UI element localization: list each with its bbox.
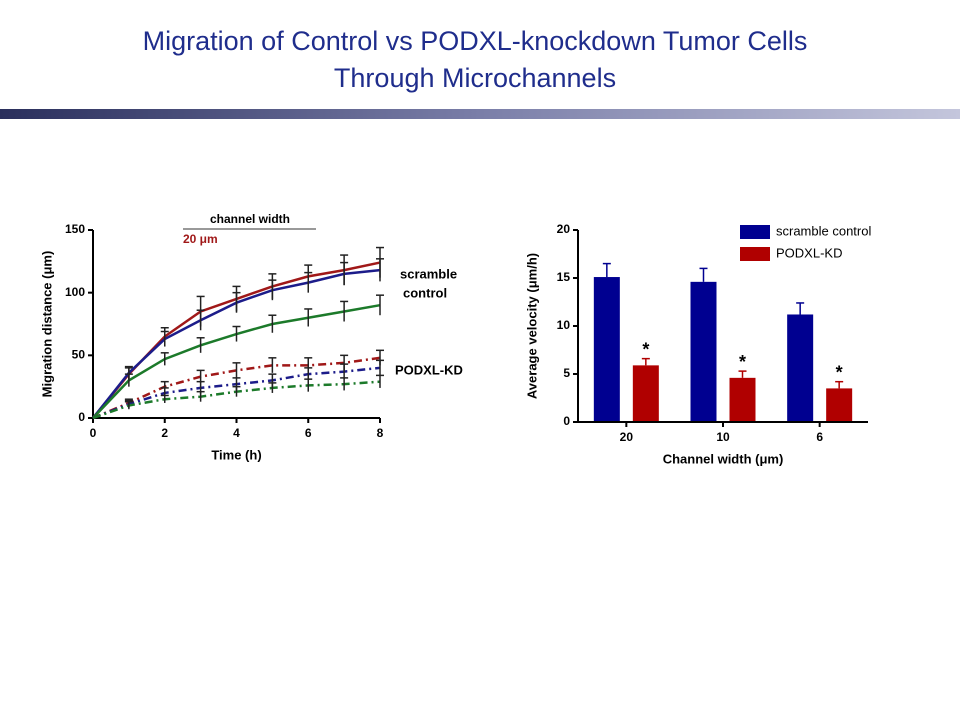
legend-label: PODXL-KD: [776, 245, 842, 260]
bar: [593, 277, 620, 422]
y-tick-label: 15: [557, 270, 571, 284]
x-tick-label: 10: [716, 430, 730, 444]
y-tick-label: 50: [72, 348, 86, 362]
legend-swatch: [740, 247, 770, 261]
x-tick-label: 2: [161, 426, 168, 440]
y-tick-label: 10: [557, 318, 571, 332]
x-tick-label: 6: [305, 426, 312, 440]
legend-label: scramble control: [776, 223, 871, 238]
bar: [826, 388, 853, 422]
y-tick-label: 20: [557, 222, 571, 236]
y-tick-label: 5: [563, 366, 570, 380]
bar: [729, 377, 756, 422]
y-tick-label: 0: [78, 410, 85, 424]
x-tick-label: 6: [816, 430, 823, 444]
annotation: scramble: [400, 266, 457, 281]
y-tick-label: 100: [65, 285, 85, 299]
legend-swatch: [740, 225, 770, 239]
x-axis-label: Channel width (μm): [663, 451, 784, 466]
x-tick-label: 0: [90, 426, 97, 440]
y-tick-label: 150: [65, 222, 85, 236]
x-tick-label: 20: [620, 430, 634, 444]
x-tick-label: 8: [377, 426, 384, 440]
slide-title: Migration of Control vs PODXL-knockdown …: [143, 26, 808, 56]
significance-marker: *: [739, 352, 746, 372]
annotation: channel width: [210, 212, 290, 226]
bar: [632, 365, 659, 422]
significance-marker: *: [642, 339, 649, 359]
annotation: PODXL-KD: [395, 362, 463, 377]
bar: [787, 314, 814, 422]
slide-title: Through Microchannels: [334, 63, 616, 93]
annotation: control: [403, 285, 447, 300]
y-axis-label: Average velocity (μm/h): [524, 253, 539, 399]
header-band: [0, 109, 960, 119]
bar: [690, 281, 717, 422]
y-axis-label: Migration distance (μm): [39, 251, 54, 398]
significance-marker: *: [836, 362, 843, 382]
x-axis-label: Time (h): [211, 447, 261, 462]
annotation: 20 μm: [183, 232, 218, 246]
y-tick-label: 0: [563, 414, 570, 428]
x-tick-label: 4: [233, 426, 240, 440]
